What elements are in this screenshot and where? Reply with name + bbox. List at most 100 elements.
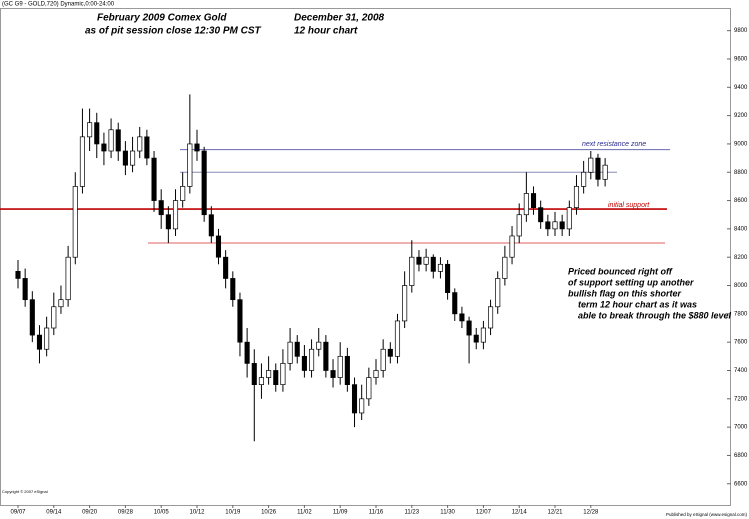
candle-body	[437, 263, 443, 272]
candle-body	[58, 299, 64, 308]
y-tick-label: 7800	[734, 311, 748, 317]
x-tick-label: 11/09	[333, 510, 348, 516]
x-tick-label: 11/23	[405, 510, 420, 516]
candle-body	[65, 256, 71, 301]
candle-body	[545, 221, 551, 230]
candle-body	[359, 398, 365, 414]
chart-title: February 2009 Comex Gold	[97, 13, 227, 24]
candle-body	[223, 256, 229, 279]
candle-body	[373, 370, 379, 378]
candle-body	[208, 214, 214, 237]
candle-body	[108, 129, 114, 152]
candle-body	[44, 327, 50, 350]
candle-body	[330, 370, 336, 378]
candle-body	[22, 278, 28, 301]
x-tick-label: 09/07	[10, 510, 26, 516]
candle-body	[244, 341, 250, 364]
y-tick-label: 7200	[734, 396, 748, 402]
chart-subtitle: as of pit session close 12:30 PM CST	[85, 26, 262, 37]
comment-line: term 12 hour chart as it was	[578, 299, 697, 309]
candle-body	[130, 150, 136, 166]
candle-body	[559, 221, 565, 230]
comment-line: bullish flag on this shorter	[568, 288, 682, 298]
resistance-note: next resistance zone	[582, 141, 646, 148]
candle-body	[351, 384, 358, 414]
candle-body	[480, 327, 486, 343]
x-tick-label: 09/20	[82, 510, 98, 516]
candle-body	[72, 186, 78, 258]
candle-body	[151, 157, 157, 201]
candle-body	[394, 320, 401, 357]
y-tick-label: 9200	[734, 113, 748, 119]
candle-body	[337, 355, 343, 378]
candle-body	[215, 235, 222, 258]
candle-body	[201, 150, 207, 216]
plot-frame	[0, 8, 731, 506]
candle-body	[552, 221, 558, 230]
candle-body	[588, 157, 594, 173]
candle-body	[344, 355, 350, 385]
candle-body	[144, 136, 150, 159]
x-tick-label: 11/16	[369, 510, 384, 516]
chart-date: December 31, 2008	[294, 13, 385, 24]
candle-body	[573, 186, 580, 208]
candle-body	[94, 122, 100, 145]
chart-period: 12 hour chart	[294, 26, 358, 37]
candle-body	[266, 370, 272, 378]
candle-body	[566, 207, 572, 230]
x-tick-label: 10/05	[154, 510, 170, 516]
candle-body	[273, 370, 279, 385]
y-tick-label: 7000	[734, 425, 748, 431]
x-tick-label: 12/07	[476, 510, 492, 516]
y-tick-label: 6800	[734, 453, 748, 459]
candle-body	[101, 143, 107, 152]
candle-body	[51, 306, 57, 329]
y-tick-label: 8800	[734, 170, 748, 176]
y-tick-label: 9600	[734, 57, 748, 63]
candle-body	[29, 299, 35, 336]
y-tick-label: 8200	[734, 255, 748, 261]
candle-body	[473, 334, 479, 343]
candle-body	[430, 256, 436, 272]
candle-body	[158, 200, 164, 216]
candle-body	[294, 341, 300, 357]
candle-body	[316, 341, 322, 350]
candle-body	[323, 341, 329, 371]
x-tick-label: 09/28	[118, 510, 134, 516]
y-tick-label: 9800	[734, 28, 748, 34]
candle-body	[87, 122, 93, 138]
y-tick-label: 9400	[734, 85, 748, 91]
copyright: Copyright © 2007 eSignal	[2, 489, 48, 494]
x-tick-label: 11/02	[297, 510, 312, 516]
candle-body	[230, 278, 236, 301]
candle-body	[172, 200, 179, 230]
x-tick-label: 12/14	[512, 510, 528, 516]
support-note: initial support	[608, 202, 650, 209]
candle-body	[15, 271, 21, 279]
candle-body	[459, 313, 465, 322]
x-tick-label: 10/12	[189, 510, 205, 516]
comment-line: Priced bounced right off	[568, 266, 673, 276]
candle-body	[530, 193, 537, 208]
candle-body	[516, 214, 522, 237]
candle-body	[423, 256, 429, 265]
candle-body	[122, 150, 128, 166]
candle-body	[602, 164, 608, 180]
candle-body	[509, 235, 515, 258]
y-tick-label: 7400	[734, 368, 748, 374]
symbol: (GC G9 - GOLD,720) Dynamic,0:00-24:00	[2, 2, 115, 8]
candle-body	[502, 256, 508, 279]
candle-body	[79, 136, 85, 187]
y-tick-label: 6600	[734, 481, 748, 487]
candle-body	[309, 348, 315, 371]
candle-body	[416, 256, 422, 265]
candle-body	[137, 136, 143, 152]
publisher: Published by eSignal (www.esignal.com)	[666, 512, 748, 517]
candle-body	[523, 193, 529, 216]
candle-body	[237, 299, 243, 343]
x-tick-label: 09/14	[46, 510, 62, 516]
candle-body	[538, 207, 544, 223]
x-tick-label: 10/19	[225, 510, 241, 516]
candle-body	[466, 320, 472, 336]
